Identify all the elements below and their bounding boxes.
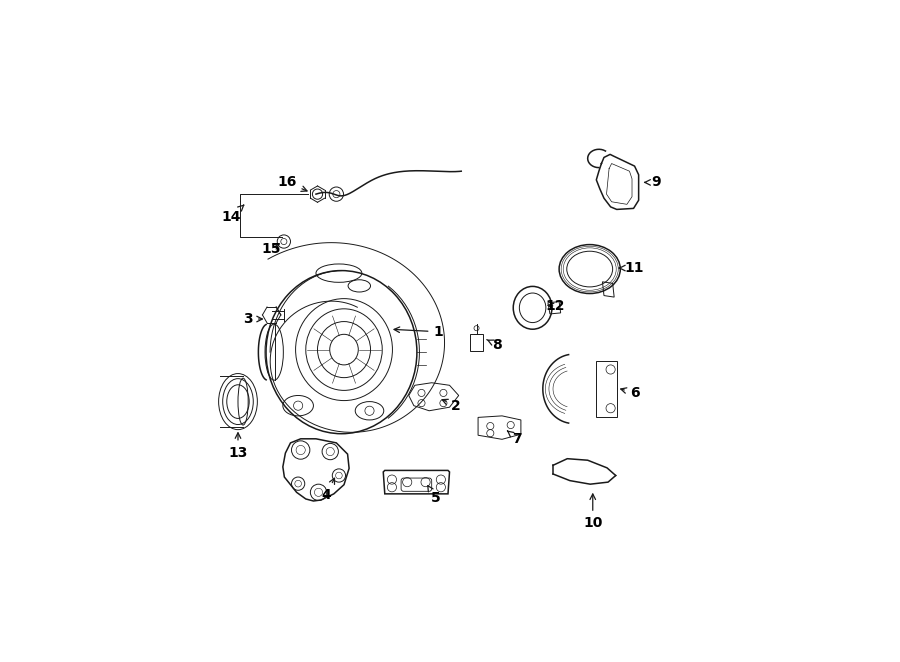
Text: 4: 4 (321, 478, 335, 502)
Text: 14: 14 (221, 205, 244, 224)
Text: 2: 2 (442, 399, 461, 412)
Text: 9: 9 (644, 175, 661, 189)
Text: 3: 3 (243, 312, 263, 326)
Text: 5: 5 (428, 486, 441, 506)
Text: 6: 6 (621, 386, 639, 400)
Text: 15: 15 (262, 242, 282, 256)
Text: 7: 7 (508, 431, 522, 446)
Text: 10: 10 (583, 494, 602, 530)
Text: 13: 13 (229, 433, 248, 459)
Text: 11: 11 (619, 261, 644, 275)
Text: 12: 12 (545, 299, 565, 313)
Text: 8: 8 (487, 338, 502, 352)
Text: 1: 1 (394, 325, 443, 339)
Text: 16: 16 (277, 175, 307, 191)
